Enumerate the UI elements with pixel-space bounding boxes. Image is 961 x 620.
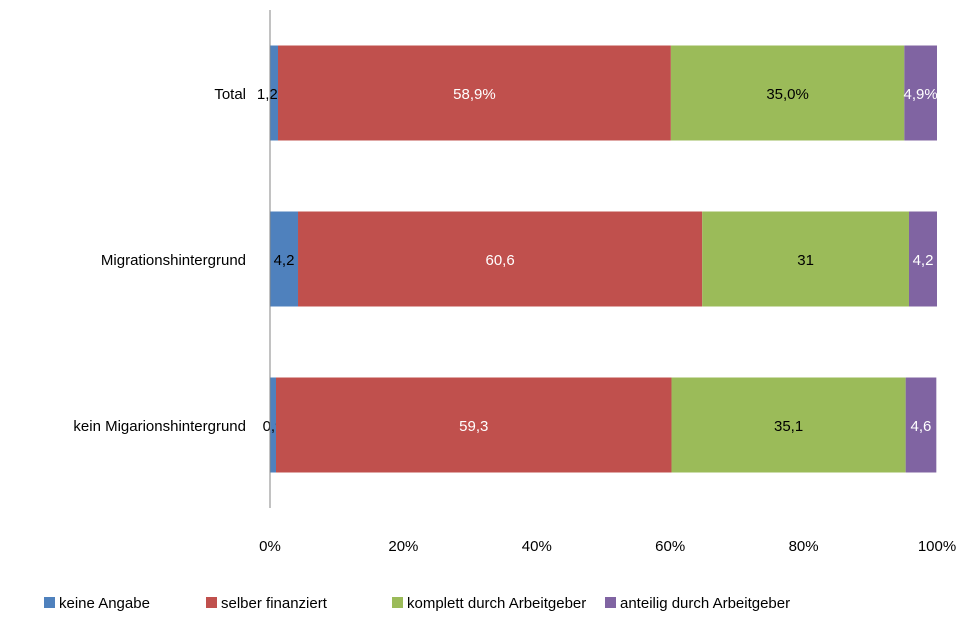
legend-label: keine Angabe xyxy=(59,595,150,612)
data-label: 4,9% xyxy=(904,86,938,103)
bar-segment xyxy=(276,377,672,473)
x-tick-label: 100% xyxy=(918,538,956,555)
data-label: 4,2 xyxy=(913,252,934,269)
bar-segment xyxy=(278,45,671,141)
bar-segment xyxy=(904,45,937,141)
bar-segment xyxy=(270,211,299,307)
bar-segment xyxy=(270,377,277,473)
x-tick-label: 40% xyxy=(522,538,552,555)
bar-segment xyxy=(670,45,905,141)
data-label: 4,6 xyxy=(911,418,932,435)
data-label: 60,6 xyxy=(486,252,515,269)
category-label: Total xyxy=(214,86,246,103)
x-tick-label: 60% xyxy=(655,538,685,555)
legend-swatch xyxy=(206,597,217,608)
legend-swatch xyxy=(605,597,616,608)
x-tick-label: 0% xyxy=(259,538,281,555)
bar-segment xyxy=(671,377,906,473)
category-label: kein Migarionshintergrund xyxy=(73,418,246,435)
legend-swatch xyxy=(392,597,403,608)
data-label: 58,9% xyxy=(453,86,496,103)
legend-label: komplett durch Arbeitgeber xyxy=(407,595,586,612)
legend-label: anteilig durch Arbeitgeber xyxy=(620,595,790,612)
data-label: 35,0% xyxy=(766,86,809,103)
legend-swatch xyxy=(44,597,55,608)
data-label: 4,2 xyxy=(274,252,295,269)
x-tick-label: 80% xyxy=(789,538,819,555)
bar-segment xyxy=(702,211,909,307)
data-label: 59,3 xyxy=(459,418,488,435)
bar-segment xyxy=(905,377,937,473)
data-label: 31 xyxy=(797,252,814,269)
bar-segment xyxy=(908,211,937,307)
x-tick-label: 20% xyxy=(388,538,418,555)
bar-segment xyxy=(270,45,279,141)
category-label: Migrationshintergrund xyxy=(101,252,246,269)
data-label: 35,1 xyxy=(774,418,803,435)
legend-label: selber finanziert xyxy=(221,595,328,612)
bar-segment xyxy=(298,211,703,307)
